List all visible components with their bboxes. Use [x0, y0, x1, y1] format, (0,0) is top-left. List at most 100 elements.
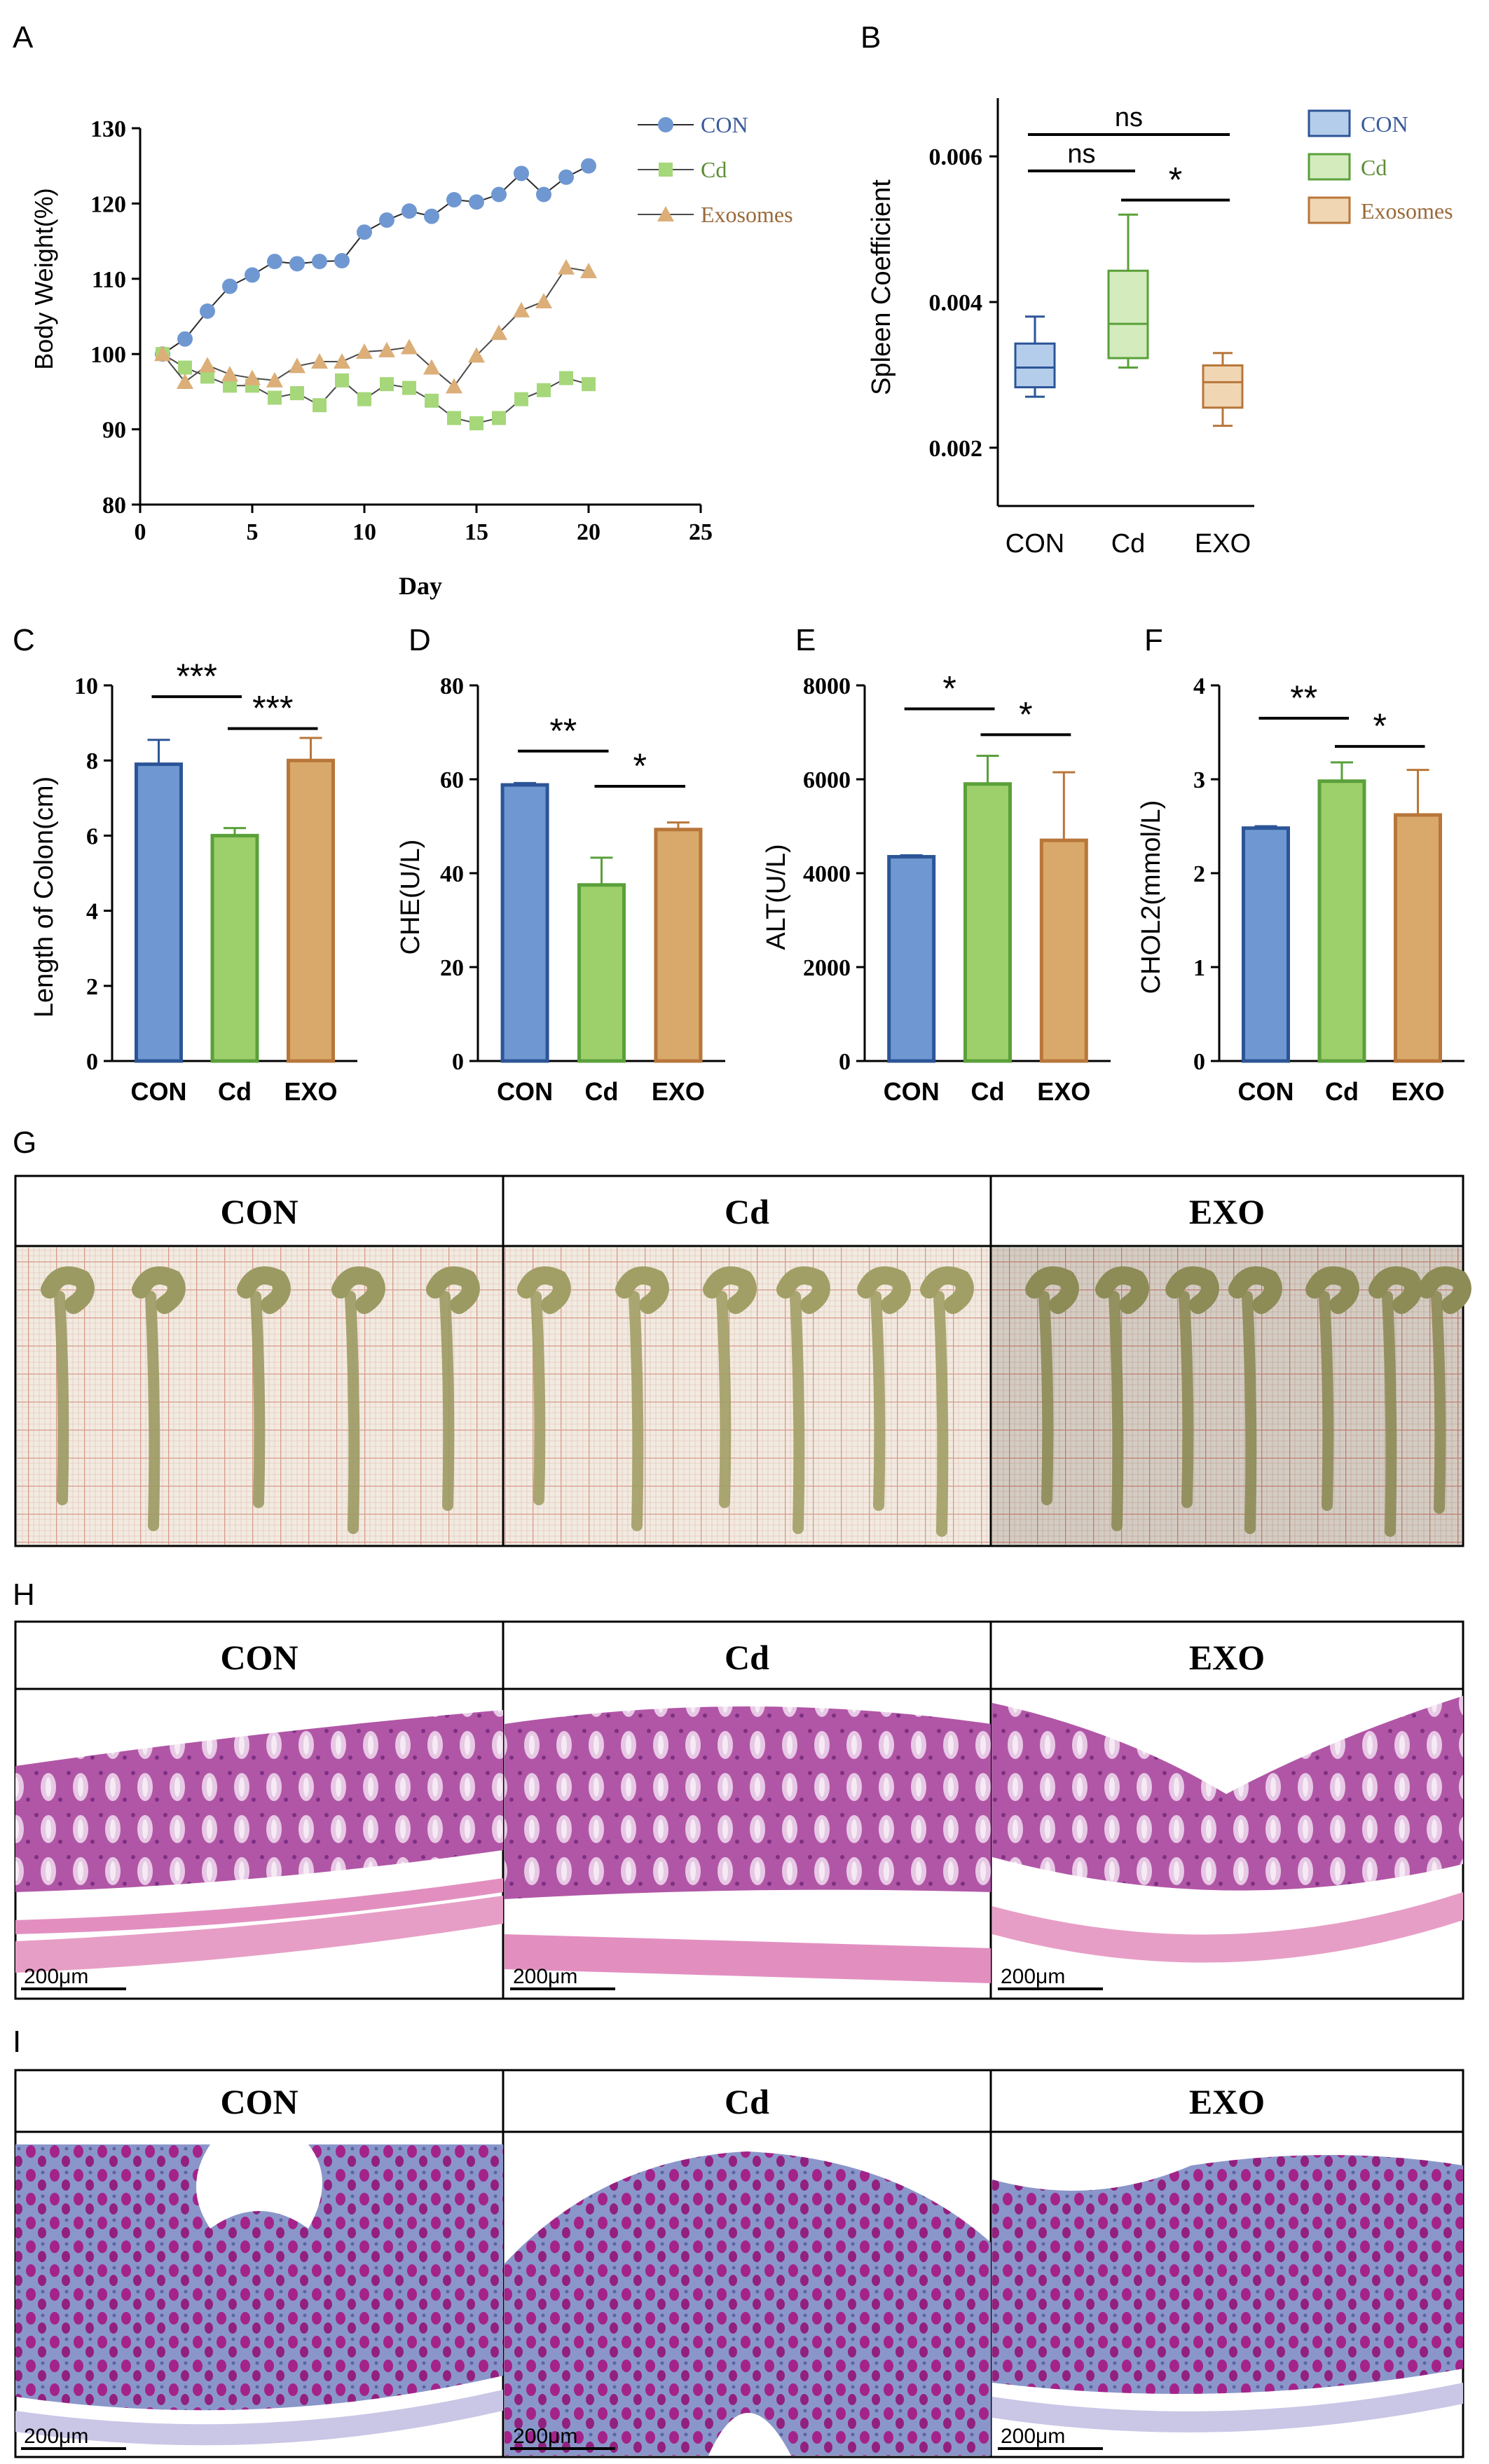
colon-cecum [1165, 1266, 1219, 1314]
chart-a-xtick-label: 5 [247, 519, 259, 545]
chart-f-ytick-label: 2 [1193, 861, 1205, 887]
colon-photo-panel: CON Cd EXO [14, 1175, 1471, 1547]
data-point-cd [537, 383, 551, 397]
chart-b-sig-2-label: * [1169, 160, 1182, 200]
panel-label-c: C [13, 623, 35, 657]
legend-label-con: CON [701, 112, 748, 137]
box-exo [1202, 364, 1244, 409]
bar-exo [654, 828, 703, 1063]
data-point-exosomes [490, 324, 507, 341]
chart-f-category-exo: EXO [1391, 1077, 1444, 1106]
data-point-cd [425, 393, 439, 408]
data-point-cd [178, 360, 192, 375]
spleen-coefficient-box-plot: Spleen Coefficient 0.002 0.004 0.006 CON Cd E… [867, 98, 1453, 559]
chart-b-legend-swatch [1308, 109, 1351, 137]
chart-b-legend-label: Exosomes [1361, 198, 1453, 224]
colon-cecum [331, 1266, 385, 1314]
data-point-con [558, 169, 574, 185]
bar-cd [210, 833, 259, 1063]
data-point-exosomes [401, 338, 418, 355]
legend-marker-con [658, 117, 673, 132]
chart-b-ylabel: Spleen Coefficient [867, 179, 896, 395]
data-point-cd [268, 390, 282, 405]
pas-scale-bar-cd: 200μm [513, 2425, 577, 2448]
box-con [1014, 342, 1056, 389]
chart-a-ytick-label: 110 [92, 267, 126, 293]
data-point-con [491, 186, 507, 203]
colon-cecum [703, 1266, 757, 1314]
legend-marker-cd [659, 163, 673, 177]
chart-e-ylabel: ALT(U/L) [762, 844, 791, 950]
colon-body [716, 1291, 732, 1508]
chart-e-category-con: CON [884, 1077, 940, 1106]
colon-body [1179, 1291, 1194, 1508]
colon-cecum [1368, 1266, 1422, 1314]
chart-d-ylabel: CHE(U/L) [396, 840, 425, 955]
chart-f-ylabel: CHOL2(mmol/L) [1137, 800, 1166, 994]
chart-a-xtick-label: 20 [577, 519, 601, 545]
data-point-cd [313, 398, 327, 413]
colon-cecum [41, 1266, 95, 1314]
chart-d-ytick-label: 40 [440, 861, 464, 887]
series-line-con [162, 165, 589, 355]
colon-body [345, 1291, 360, 1534]
data-point-exosomes [446, 378, 462, 394]
he-scale-bar-con: 200μm [24, 1965, 88, 1988]
chart-c-category-exo: EXO [284, 1077, 337, 1106]
chart-c-ytick-label: 6 [86, 823, 98, 849]
chart-c-category-cd: Cd [218, 1077, 252, 1106]
colon-body [1431, 1291, 1446, 1514]
chart-f-ytick-label: 4 [1193, 673, 1205, 699]
data-point-cd [559, 371, 573, 385]
colon-cecum [1305, 1266, 1359, 1314]
data-point-con [581, 158, 596, 174]
pas-title-con: CON [220, 2082, 298, 2121]
colon-specimens [41, 1266, 1471, 1537]
chart-c-ytick-label: 10 [74, 673, 98, 699]
data-point-con [424, 208, 439, 224]
bar-cd [577, 883, 626, 1063]
data-point-con [514, 165, 529, 182]
colon-cecum [1228, 1266, 1282, 1314]
chart-e-ytick-label: 6000 [803, 767, 851, 793]
colon-body [145, 1291, 160, 1531]
chart-b-ytick-label: 0.006 [929, 144, 983, 170]
chart-d-ytick-label: 60 [440, 767, 464, 793]
colon-body [933, 1291, 949, 1537]
data-point-exosomes [199, 357, 216, 373]
chart-d-sig-0-label: ** [549, 711, 577, 751]
data-point-cd [335, 373, 349, 388]
bar-con [1242, 826, 1290, 1063]
colon-cecum [237, 1266, 291, 1314]
he-title-con: CON [220, 1638, 298, 1677]
chart-f-sig-1-label: * [1373, 706, 1387, 746]
chart-e-ytick-label: 4000 [803, 861, 851, 887]
chart-f-ytick-label: 1 [1193, 955, 1205, 981]
chart-b-legend-label: Cd [1361, 155, 1387, 180]
chart-d-sig-1-label: * [633, 746, 646, 786]
he-title-exo: EXO [1189, 1638, 1265, 1677]
chart-f-sig-0-label: ** [1290, 678, 1317, 718]
chart-b-sig-0-label: ns [1115, 103, 1143, 132]
data-point-exosomes [580, 263, 597, 279]
he-image-con [15, 1710, 503, 1973]
chart-e-ytick-label: 0 [839, 1049, 851, 1075]
chart-a-xtick-label: 10 [352, 519, 376, 545]
chart-d-category-exo: EXO [652, 1077, 705, 1106]
pas-title-exo: EXO [1189, 2082, 1265, 2121]
colon-cecum [1418, 1266, 1471, 1314]
data-point-exosomes [154, 345, 171, 362]
he-image-cd [505, 1706, 991, 1983]
chart-d-ytick-label: 80 [440, 673, 464, 699]
pas-image-exo [992, 2155, 1463, 2432]
data-point-con [177, 331, 193, 347]
chart-a-xtick-label: 15 [465, 519, 488, 545]
panel-label-i: I [13, 2025, 21, 2059]
chart-c-ytick-label: 0 [86, 1049, 98, 1075]
photo-title-cd: Cd [725, 1192, 769, 1231]
data-point-exosomes [244, 369, 261, 385]
bar-exo [1039, 838, 1088, 1063]
chart-e-category-cd: Cd [971, 1077, 1005, 1106]
alt-bar-chart: ALT(U/L) 0 2000 4000 6000 8000 CON Cd EXO * * [762, 669, 1111, 1106]
panel-label-d: D [409, 623, 431, 657]
